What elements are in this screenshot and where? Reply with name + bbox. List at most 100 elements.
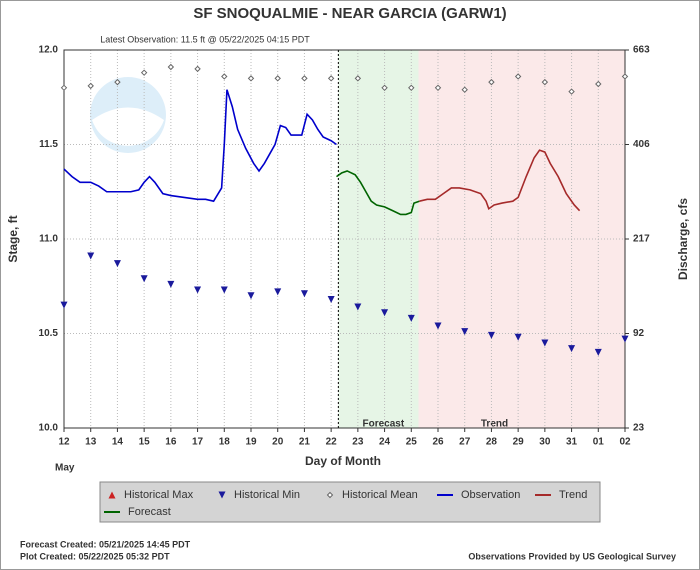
y2-tick-label: 663: [633, 45, 650, 56]
month-label: May: [55, 463, 75, 474]
diamond: [595, 80, 602, 88]
triangle: [487, 331, 495, 339]
diamond: [114, 78, 121, 86]
x-tick-label: 29: [513, 437, 525, 448]
diamond: [87, 82, 94, 90]
diamond: [221, 73, 228, 80]
triangle: [167, 280, 175, 288]
region-label: Trend: [481, 419, 508, 430]
y-tick-label: 11.0: [39, 234, 58, 245]
x-tick-label: 14: [112, 437, 124, 448]
triangle: [568, 345, 576, 353]
x-tick-label: 13: [85, 437, 97, 448]
triangle: [434, 322, 442, 330]
y-tick-label: 11.5: [39, 139, 58, 150]
legend-label: Observation: [461, 489, 520, 501]
diamond: [541, 78, 549, 86]
triangle: [247, 292, 255, 300]
chart-title: SF SNOQUALMIE - NEAR GARCIA (GARW1): [193, 5, 506, 22]
series-line: [419, 149, 581, 212]
triangle: [60, 301, 68, 309]
y2-tick-label: 406: [633, 139, 650, 150]
triangle: [218, 491, 226, 499]
x-tick-label: 26: [432, 437, 444, 448]
triangle: [327, 295, 335, 303]
x-tick-label: 25: [406, 437, 418, 448]
triangle: [407, 314, 415, 322]
diamond: [301, 75, 308, 82]
y-tick-label: 10.5: [39, 328, 59, 339]
x-tick-label: 24: [379, 437, 391, 448]
x-tick-label: 01: [593, 437, 605, 448]
subtitle: Latest Observation: 11.5 ft @ 05/22/2025…: [100, 34, 310, 44]
diamond: [514, 73, 522, 80]
x-tick-label: 30: [539, 437, 551, 448]
diamond: [327, 75, 335, 82]
diamond: [621, 73, 629, 80]
logo-wave: [92, 107, 164, 146]
triangle: [541, 339, 549, 347]
legend-label: Trend: [559, 489, 587, 501]
series-line: [336, 170, 420, 216]
logo: [90, 77, 166, 153]
diamond: [461, 86, 468, 93]
triangle: [87, 252, 95, 260]
triangle: [140, 275, 148, 283]
x-tick-label: 28: [486, 437, 498, 448]
triangle: [381, 309, 389, 317]
legend-label: Forecast: [128, 506, 171, 518]
triangle: [621, 335, 629, 343]
diamond: [274, 75, 281, 82]
y2-tick-label: 217: [633, 234, 650, 245]
triangle: [194, 286, 202, 294]
footer-source: Observations Provided by US Geological S…: [468, 551, 676, 561]
x-tick-label: 21: [299, 437, 311, 448]
legend-label: Historical Min: [234, 489, 300, 501]
x-tick-label: 23: [352, 437, 364, 448]
x-tick-label: 12: [58, 437, 70, 448]
y2-tick-label: 92: [633, 328, 645, 339]
series-line: [63, 89, 337, 203]
y2-axis-label: Discharge, cfs: [676, 198, 690, 280]
triangle: [274, 288, 282, 296]
triangle: [113, 260, 121, 268]
x-tick-label: 18: [219, 437, 231, 448]
triangle: [594, 348, 602, 356]
diamond: [247, 75, 255, 82]
diamond: [408, 84, 415, 92]
x-tick-label: 20: [272, 437, 284, 448]
region: [338, 50, 419, 428]
x-tick-label: 16: [165, 437, 177, 448]
legend-label: Historical Mean: [342, 489, 418, 501]
diamond: [488, 78, 495, 86]
triangle: [300, 290, 308, 298]
x-tick-label: 17: [192, 437, 204, 448]
x-tick-label: 31: [566, 437, 578, 448]
diamond: [381, 84, 388, 92]
diamond: [326, 491, 334, 499]
diamond: [140, 69, 148, 76]
region: [418, 50, 625, 428]
diamond: [194, 65, 201, 73]
triangle: [514, 333, 522, 341]
x-tick-label: 27: [459, 437, 471, 448]
diamond: [568, 88, 575, 95]
x-tick-label: 02: [619, 437, 631, 448]
y2-tick-label: 23: [633, 423, 645, 434]
plot-border: [63, 49, 626, 429]
diamond: [434, 84, 442, 92]
triangle: [354, 303, 362, 311]
diamond: [60, 84, 68, 92]
x-tick-label: 19: [245, 437, 257, 448]
x-tick-label: 15: [139, 437, 151, 448]
y-tick-label: 12.0: [39, 45, 59, 56]
footer-plot: Plot Created: 05/22/2025 05:32 PDT: [20, 551, 170, 561]
triangle: [461, 328, 469, 336]
triangle: [220, 286, 228, 294]
diamond: [354, 75, 362, 82]
y-tick-label: 10.0: [39, 423, 59, 434]
region-label: Forecast: [363, 419, 405, 430]
x-axis-label: Day of Month: [305, 454, 381, 468]
y-axis-label: Stage, ft: [6, 215, 20, 262]
